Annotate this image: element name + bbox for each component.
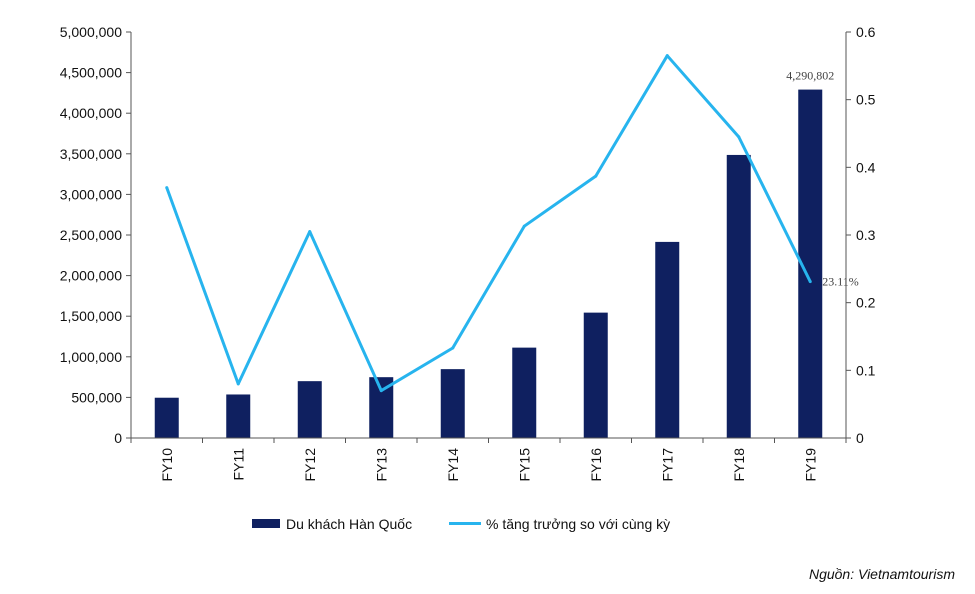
bar — [655, 241, 680, 438]
bar — [512, 347, 537, 438]
line-point — [165, 186, 169, 190]
line-point — [236, 382, 240, 386]
line-point — [737, 135, 741, 139]
right-axis-ticks: 0 0.1 0.2 0.3 0.4 0.5 0.6 — [846, 24, 876, 446]
data-labels: 4,290,802 23.11% — [786, 69, 859, 289]
bar — [154, 397, 179, 438]
x-tick-label: FY13 — [373, 448, 389, 482]
bar-series — [154, 89, 823, 438]
line-point — [379, 389, 383, 393]
x-tick-label: FY10 — [159, 448, 175, 482]
left-tick-label: 4,500,000 — [60, 65, 122, 81]
right-tick-label: 0.2 — [856, 295, 876, 311]
legend-label-bar: Du khách Hàn Quốc — [286, 516, 412, 532]
line-point — [594, 174, 598, 178]
legend: Du khách Hàn Quốc % tăng trưởng so với c… — [252, 516, 670, 532]
bar — [297, 381, 322, 438]
left-tick-label: 3,500,000 — [60, 146, 122, 162]
left-tick-label: 2,000,000 — [60, 268, 122, 284]
legend-swatch-bar — [252, 519, 280, 528]
source-note: Nguồn: Vietnamtourism — [808, 566, 955, 582]
x-tick-label: FY14 — [445, 448, 461, 482]
left-tick-label: 5,000,000 — [60, 24, 122, 40]
left-tick-label: 3,000,000 — [60, 186, 122, 202]
line-point — [665, 54, 669, 58]
x-tick-label: FY18 — [731, 448, 747, 482]
x-tick-label: FY12 — [302, 448, 318, 482]
line-point — [522, 224, 526, 228]
x-tick-label: FY16 — [588, 448, 604, 482]
right-tick-label: 0 — [856, 430, 864, 446]
left-tick-label: 500,000 — [71, 389, 122, 405]
data-label: 23.11% — [822, 275, 859, 289]
x-axis-ticks: FY10 FY11 FY12 FY13 FY14 FY15 FY16 FY17 FY18 FY19 — [130, 438, 847, 482]
x-tick-label: FY15 — [516, 448, 532, 482]
left-axis-ticks: 0 500,000 1,000,000 1,500,000 2,000,000 2,500… — [60, 24, 131, 446]
left-tick-label: 4,000,000 — [60, 105, 122, 121]
growth-line — [165, 54, 812, 393]
bar — [583, 312, 608, 438]
line-point — [451, 346, 455, 350]
line-point — [808, 280, 812, 284]
x-tick-label: FY17 — [659, 448, 675, 482]
right-tick-label: 0.3 — [856, 227, 876, 243]
bar — [726, 154, 751, 438]
line-series — [165, 54, 812, 393]
left-tick-label: 0 — [114, 430, 122, 446]
right-tick-label: 0.4 — [856, 159, 876, 175]
bar — [440, 369, 465, 438]
bar — [226, 394, 251, 438]
data-label: 4,290,802 — [786, 69, 834, 83]
left-tick-label: 2,500,000 — [60, 227, 122, 243]
left-tick-label: 1,000,000 — [60, 349, 122, 365]
x-tick-label: FY11 — [230, 448, 246, 481]
right-tick-label: 0.6 — [856, 24, 876, 40]
left-tick-label: 1,500,000 — [60, 308, 122, 324]
legend-label-line: % tăng trưởng so với cùng kỳ — [486, 516, 670, 532]
right-tick-label: 0.1 — [856, 362, 876, 378]
line-point — [308, 230, 312, 234]
right-tick-label: 0.5 — [856, 92, 876, 108]
x-tick-label: FY19 — [802, 448, 818, 482]
